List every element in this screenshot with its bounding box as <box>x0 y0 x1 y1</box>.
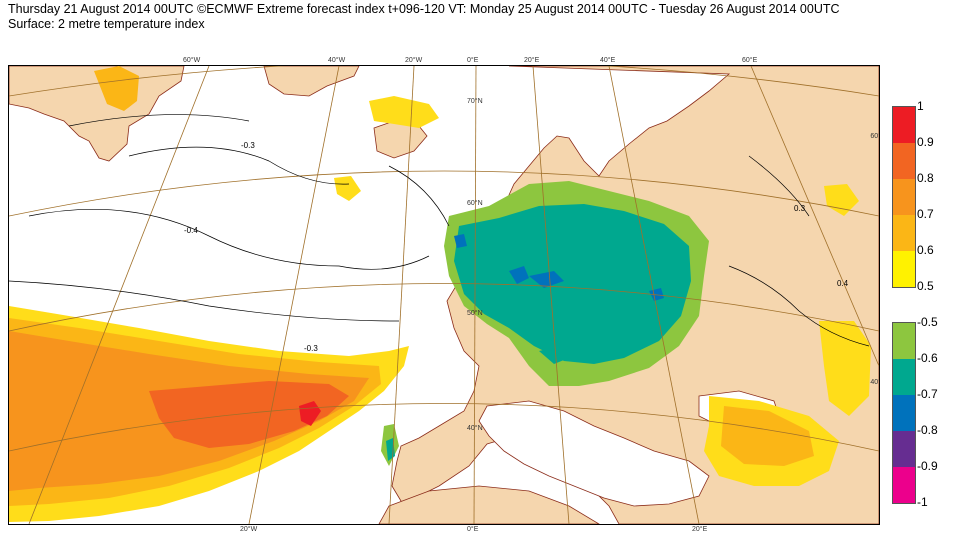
lon-label-60w: 60°W <box>183 57 201 64</box>
cold-legend-label: -0.8 <box>917 423 938 437</box>
warm-colorbar <box>892 106 916 288</box>
land-greenland <box>9 66 185 162</box>
warm-bin-0-7-0-8 <box>893 179 915 215</box>
cold-bin-0-8-0-9 <box>893 431 915 467</box>
warm-bin-0-6-0-7 <box>893 215 915 251</box>
warm-bin-0-8-0-9 <box>893 143 915 179</box>
cold-legend-label: -0.7 <box>917 387 938 401</box>
lon-label-40e: 40°E <box>600 57 616 64</box>
sea-mediterranean <box>478 400 710 507</box>
cold-anomaly-0-6 <box>454 204 691 364</box>
lon-label-bottom-20e: 20°E <box>692 526 708 533</box>
lon-label-20e: 20°E <box>524 57 540 64</box>
cold-legend-label: -0.9 <box>917 459 938 473</box>
warm-bin-0-5-0-6 <box>893 251 915 287</box>
cold-legend-label: -1 <box>917 495 928 509</box>
cold-patch-0-7-a <box>509 266 529 284</box>
lon-label-0e: 0°E <box>467 57 479 64</box>
lat-label-40n: 40°N <box>467 424 483 432</box>
cold-bin-0-5-0-6 <box>893 323 915 359</box>
contour-lines <box>9 114 870 347</box>
cold-colorbar <box>892 322 916 504</box>
warm-anomaly-0-8 <box>149 381 349 448</box>
warm-legend-label: 1 <box>917 99 924 113</box>
lon-label-bottom-0e: 0°E <box>467 526 479 533</box>
cold-legend-label: -0.6 <box>917 351 938 365</box>
contour-label: 0.3 <box>794 204 806 213</box>
cold-patch-0-7-d <box>454 234 467 248</box>
cold-patch-balkans <box>539 346 569 364</box>
warm-legend-label: 0.6 <box>917 243 934 257</box>
lat-label-70n: 70°N <box>467 97 483 105</box>
lat-label-right-40: 40° <box>870 378 879 386</box>
map-subtitle: Surface: 2 metre temperature index <box>8 17 205 31</box>
warm-legend-label: 0.7 <box>917 207 934 221</box>
contour-label: -0.4 <box>184 226 198 235</box>
contour-label: 0.4 <box>837 279 849 288</box>
lat-label-60n: 60°N <box>467 199 483 207</box>
warm-legend-label: 0.8 <box>917 171 934 185</box>
warm-bin-0-9-1 <box>893 107 915 143</box>
warm-patch-caspian <box>819 321 871 416</box>
cold-bin-0-7-0-8 <box>893 395 915 431</box>
cold-bin-0-6-0-7 <box>893 359 915 395</box>
contour-label: -0.3 <box>304 344 318 353</box>
lon-label-bottom-20w: 20°W <box>240 526 258 533</box>
warm-legend-label: 0.9 <box>917 135 934 149</box>
warm-patch-atlantic <box>334 176 361 201</box>
extreme-forecast-index-map: -0.3 -0.4 -0.3 0.3 0.4 70°N 60°N 50°N 40… <box>8 65 880 525</box>
cold-bin-0-9-1 <box>893 467 915 503</box>
lat-label-right-60: 60° <box>870 132 879 140</box>
lat-label-50n: 50°N <box>467 309 483 317</box>
lon-label-40w: 40°W <box>328 57 346 64</box>
map-canvas: -0.3 -0.4 -0.3 0.3 0.4 70°N 60°N 50°N 40… <box>9 66 879 524</box>
lon-label-60e: 60°E <box>742 57 758 64</box>
cold-legend-label: -0.5 <box>917 315 938 329</box>
graticule <box>9 66 879 524</box>
warm-patch-iceland <box>369 96 439 128</box>
warm-patch-greenland <box>94 66 139 111</box>
cold-patch-0-7-b <box>529 271 564 288</box>
contour-label: -0.3 <box>241 141 255 150</box>
warm-legend-label: 0.5 <box>917 279 934 293</box>
lon-label-20w: 20°W <box>405 57 423 64</box>
map-title: Thursday 21 August 2014 00UTC ©ECMWF Ext… <box>8 2 840 16</box>
warm-patch-middle-east-core <box>721 406 814 466</box>
land-north-africa <box>378 485 600 524</box>
land-arctic-islands <box>263 66 360 97</box>
warm-patch-east <box>824 184 859 216</box>
